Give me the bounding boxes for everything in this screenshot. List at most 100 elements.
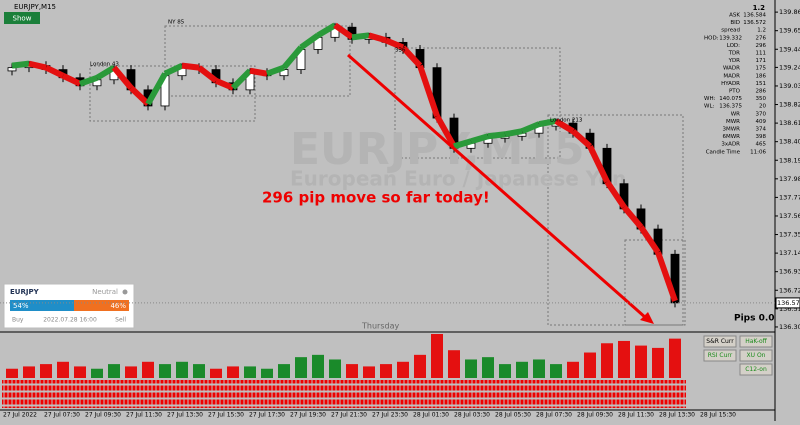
indicator-button-label[interactable]: HaK-off (745, 338, 767, 345)
x-tick-label: 28 Jul 09:30 (577, 412, 613, 419)
session-label: London 43 (90, 62, 119, 68)
trend-ribbon (400, 45, 423, 68)
indicator-bar (40, 364, 52, 378)
indicator-bar (244, 366, 256, 378)
indicator-bar (278, 364, 290, 378)
trend-ribbon (281, 45, 304, 70)
x-tick-label: 27 Jul 15:30 (208, 412, 244, 419)
x-tick-label: 28 Jul 03:30 (454, 412, 490, 419)
indicator-button[interactable] (739, 349, 773, 362)
trend-ribbon (554, 118, 575, 134)
trend-ribbon (571, 128, 592, 149)
indicator-bar (227, 366, 239, 378)
indicator-button-label[interactable]: C12-on (745, 366, 767, 373)
x-tick-label: 28 Jul 13:30 (659, 412, 695, 419)
indicator-bar (618, 340, 630, 378)
buy-pct: 54% (13, 302, 29, 310)
indicator-bar (465, 359, 477, 378)
info-value: 171 (756, 58, 767, 64)
trend-ribbon (214, 78, 235, 91)
watermark-sub: European Euro / Japanese Yen (290, 167, 626, 191)
indicator-button-label[interactable]: S&R Curr (706, 338, 734, 345)
indicator-button[interactable] (739, 335, 773, 348)
trend-ribbon (163, 62, 184, 77)
info-value: 151 (756, 81, 767, 87)
y-tick-label: 139.445 (779, 45, 800, 53)
trend-ribbon (230, 68, 253, 90)
indicator-bar (482, 357, 494, 378)
indicator-button[interactable] (703, 349, 737, 362)
indicator-button[interactable] (703, 335, 737, 348)
trend-ribbon (384, 37, 405, 51)
y-tick-label: 136.930 (779, 268, 800, 276)
arrow-head (640, 312, 654, 324)
trend-ribbon (11, 60, 30, 69)
y-tick-label: 137.350 (779, 231, 800, 239)
y-tick-label: 139.655 (779, 27, 800, 35)
x-tick-label: 28 Jul 05:30 (495, 412, 531, 419)
sell-pct: 46% (110, 302, 126, 310)
y-tick-label: 138.400 (779, 138, 800, 146)
x-tick-label: 28 Jul 15:30 (700, 412, 736, 419)
info-value: 374 (756, 127, 767, 133)
info-value: 276 (756, 35, 767, 41)
trend-ribbon (95, 65, 116, 81)
info-label: HYADR (721, 81, 740, 87)
annotation-arrow (347, 53, 647, 320)
show-button[interactable] (4, 12, 40, 24)
info-header: 1.2 (753, 4, 766, 12)
y-tick-label: 136.720 (779, 286, 800, 294)
trend-ribbon (538, 118, 557, 128)
indicator-bar (312, 354, 324, 378)
info-mid: 140.075 (719, 96, 742, 102)
trend-ribbon (316, 22, 337, 38)
indicator-bar (499, 364, 511, 378)
signal-strip (2, 380, 686, 408)
indicator-bar (108, 364, 120, 378)
trend-ribbon (655, 251, 678, 302)
sell-label: Sell (115, 317, 126, 324)
y-tick-label: 139.865 (779, 8, 800, 16)
indicator-bar (601, 343, 613, 378)
widget-status: Neutral (92, 288, 118, 296)
info-label: WH: (704, 96, 716, 102)
trend-ribbon (434, 114, 457, 148)
x-tick-label: 27 Jul 19:30 (290, 412, 326, 419)
trend-ribbon (128, 85, 151, 107)
indicator-bar (159, 364, 171, 378)
info-value: 20 (759, 104, 766, 110)
info-value: 398 (756, 134, 767, 140)
indicator-bar (74, 366, 86, 378)
trend-ribbon (587, 145, 610, 183)
pips-label: Pips 0.0 (734, 314, 775, 324)
trend-ribbon (181, 62, 200, 71)
info-value: 1.2 (757, 28, 766, 34)
info-label: LOD: (727, 43, 740, 49)
info-label: PTO (729, 89, 741, 95)
y-tick-label: 138.610 (779, 119, 800, 127)
indicator-button[interactable] (739, 363, 773, 376)
info-label: YDR (728, 58, 741, 64)
trend-ribbon (145, 72, 168, 106)
info-value: 175 (756, 66, 767, 72)
widget-time: 2022.07.28 16:00 (43, 317, 97, 324)
indicator-bar (414, 354, 426, 378)
trend-ribbon (249, 67, 268, 77)
trend-ribbon (604, 180, 627, 209)
x-tick-label: 27 Jul 23:30 (372, 412, 408, 419)
indicator-bar (295, 357, 307, 378)
show-button-label[interactable]: Show (13, 15, 32, 23)
indicator-button-label[interactable]: XU On (747, 352, 766, 359)
info-value: 111 (756, 51, 767, 57)
trend-ribbon (265, 64, 286, 77)
buy-bar (10, 300, 74, 311)
y-tick-label: 139.030 (779, 82, 800, 90)
trend-ribbon (453, 138, 472, 150)
info-label: BID (730, 20, 740, 26)
y-tick-label: 137.980 (779, 175, 800, 183)
indicator-bar (448, 350, 460, 378)
indicator-button-label[interactable]: RSI Curr (708, 352, 733, 359)
indicator-bar (57, 361, 69, 378)
info-value: 136.572 (743, 20, 766, 26)
info-value: 370 (756, 111, 767, 117)
